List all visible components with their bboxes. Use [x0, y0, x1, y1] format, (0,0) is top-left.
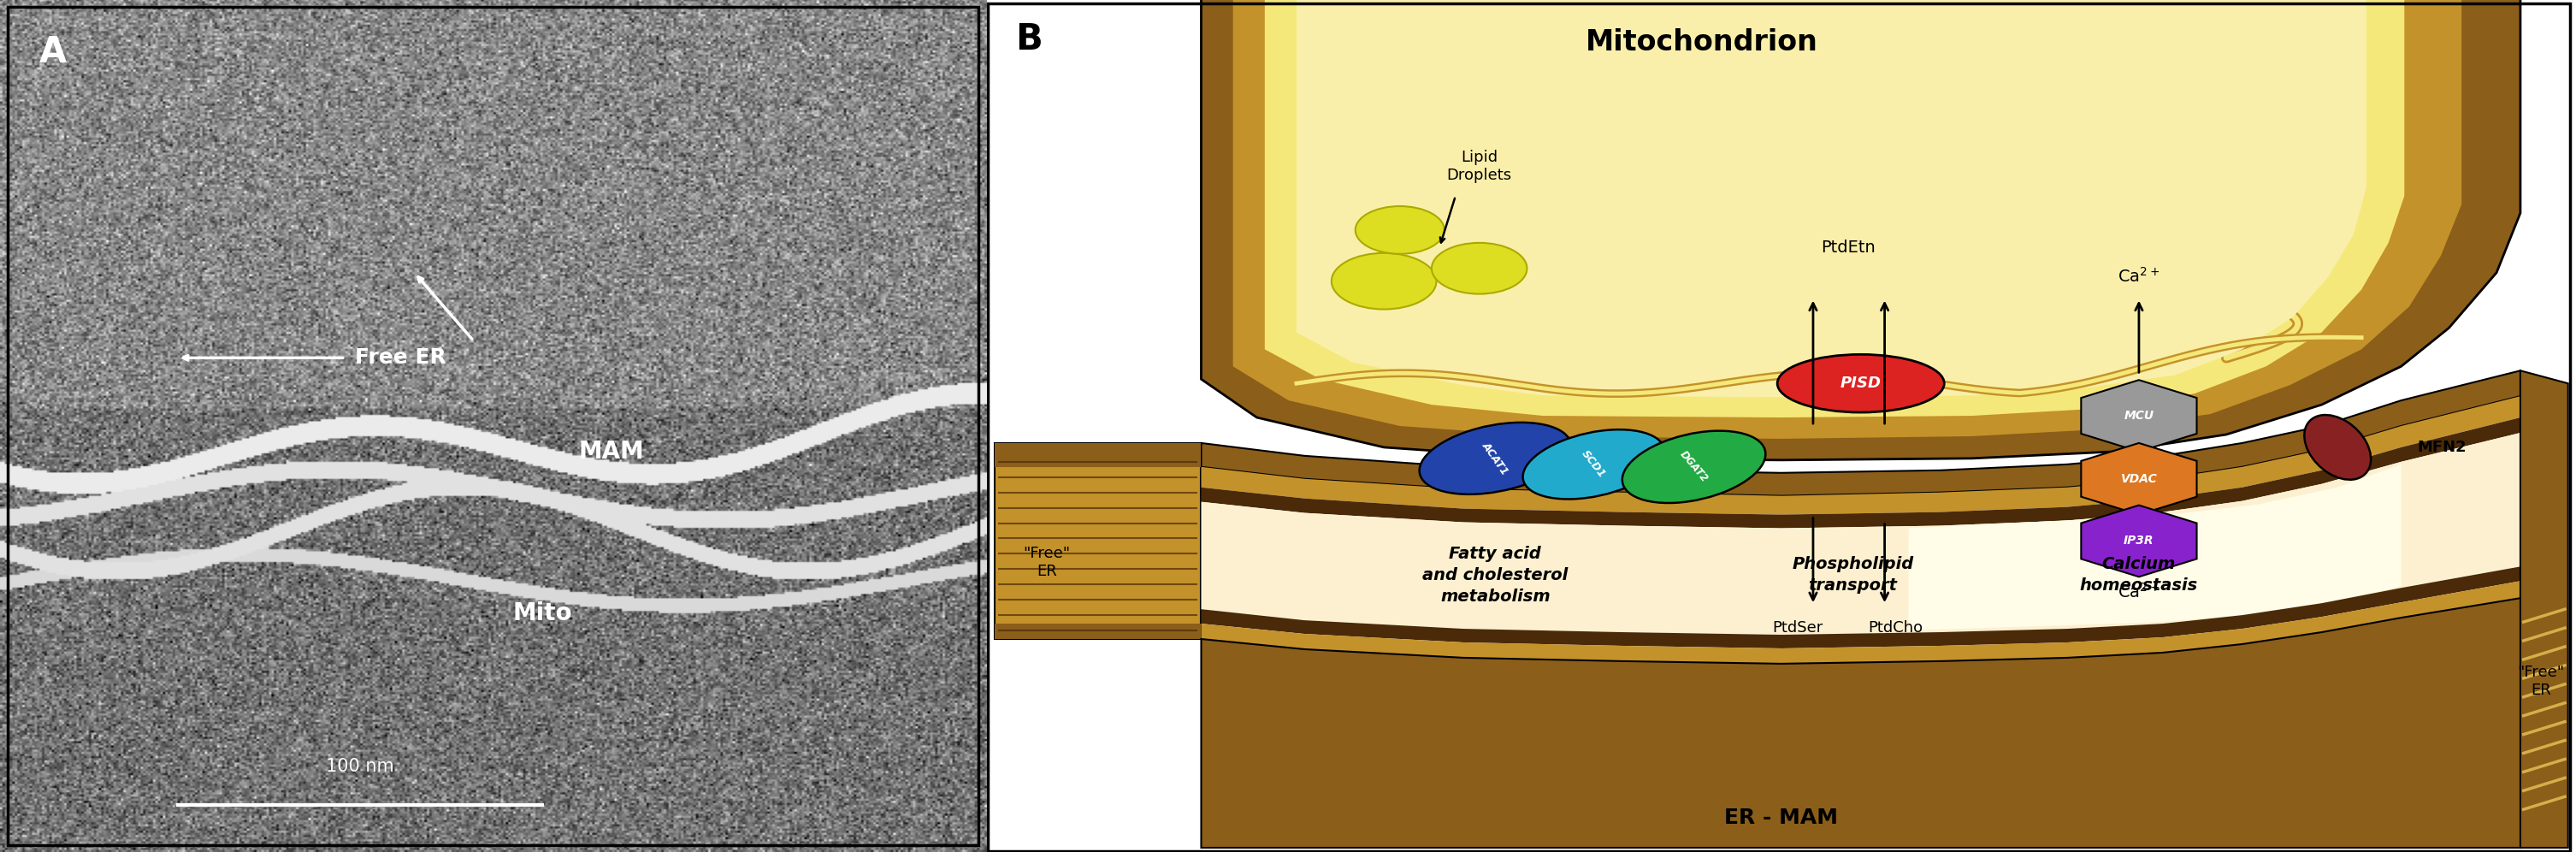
Polygon shape [2081, 505, 2197, 577]
Polygon shape [1200, 417, 2519, 528]
Polygon shape [1296, 0, 2367, 397]
Text: Mitochondrion: Mitochondrion [1587, 28, 1819, 57]
Ellipse shape [2306, 415, 2370, 480]
Text: PISD: PISD [1839, 376, 1880, 391]
Ellipse shape [1777, 354, 1945, 412]
Text: Ca$^{2+}$: Ca$^{2+}$ [2117, 267, 2159, 285]
Polygon shape [1200, 567, 2519, 648]
Text: MAM: MAM [580, 440, 644, 463]
Polygon shape [994, 624, 1200, 639]
Text: PtdCho: PtdCho [1868, 620, 1924, 636]
Polygon shape [1234, 0, 2463, 439]
Text: "Free"
ER: "Free" ER [1023, 546, 1072, 579]
Text: ACAT1: ACAT1 [1479, 440, 1510, 477]
Ellipse shape [1623, 431, 1765, 503]
Polygon shape [1200, 581, 2519, 664]
Polygon shape [1200, 396, 2519, 515]
Polygon shape [994, 443, 1200, 467]
Text: MCU: MCU [2123, 410, 2154, 422]
Text: ER - MAM: ER - MAM [1723, 808, 1839, 828]
Polygon shape [1200, 0, 2519, 460]
Polygon shape [994, 443, 1200, 639]
Text: VDAC: VDAC [2120, 473, 2156, 485]
Polygon shape [2081, 443, 2197, 515]
Polygon shape [1296, 0, 2367, 397]
Text: MFN2: MFN2 [2416, 440, 2465, 455]
Text: Free ER: Free ER [355, 348, 446, 368]
Text: Mito: Mito [513, 602, 572, 625]
Polygon shape [1200, 433, 2519, 635]
Circle shape [1432, 243, 1528, 294]
Text: A: A [39, 34, 67, 70]
Text: PtdSer: PtdSer [1772, 620, 1824, 636]
Text: PtdEtn: PtdEtn [1821, 239, 1875, 256]
Polygon shape [987, 0, 2576, 852]
Polygon shape [2519, 371, 2568, 848]
Ellipse shape [1419, 423, 1571, 494]
Text: B: B [1015, 21, 1043, 57]
Polygon shape [1265, 0, 2403, 417]
Ellipse shape [1522, 429, 1664, 499]
Text: "Free"
ER: "Free" ER [2517, 665, 2566, 698]
Text: DGAT2: DGAT2 [1677, 449, 1710, 485]
Text: Calcium
homeostasis: Calcium homeostasis [2079, 556, 2197, 594]
Circle shape [1355, 206, 1445, 254]
Polygon shape [1909, 464, 2401, 630]
Polygon shape [1200, 598, 2519, 848]
Text: Phospholipid
transport: Phospholipid transport [1793, 556, 1914, 594]
Circle shape [1332, 253, 1437, 309]
Polygon shape [2081, 380, 2197, 452]
Text: 100 nm: 100 nm [327, 758, 394, 775]
Text: Fatty acid
and cholesterol
metabolism: Fatty acid and cholesterol metabolism [1422, 545, 1569, 605]
Text: Ca$^{2+}$: Ca$^{2+}$ [2117, 583, 2159, 602]
Text: Lipid
Droplets: Lipid Droplets [1448, 150, 1512, 183]
Text: IP3R: IP3R [2123, 535, 2154, 547]
Text: SCD1: SCD1 [1579, 448, 1607, 481]
Polygon shape [1200, 371, 2519, 496]
